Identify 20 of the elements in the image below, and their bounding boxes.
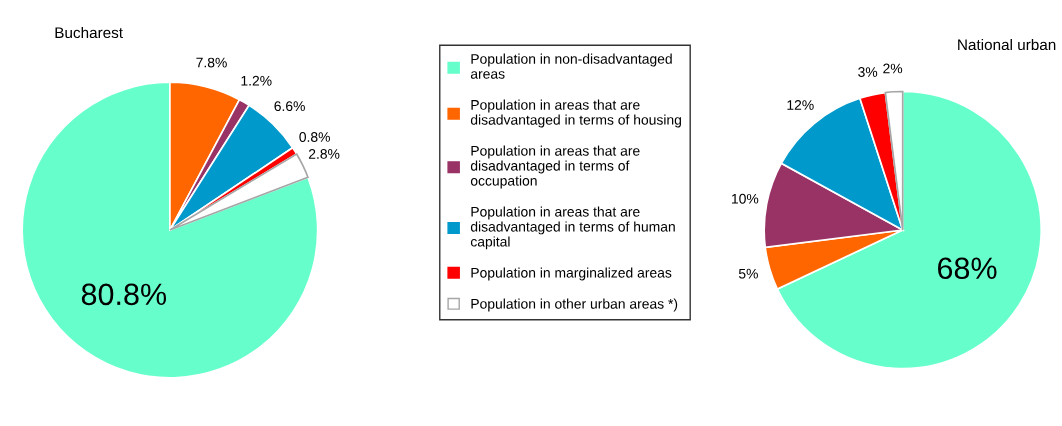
legend-label: Population in other urban areas *) xyxy=(471,298,678,312)
data-label: 10% xyxy=(732,193,759,204)
data-label: 68% xyxy=(938,257,997,280)
legend-label: Population in areas that are disadvantaged in terms of housing xyxy=(470,99,681,128)
chart-title: National urban xyxy=(958,38,1056,51)
data-label: 80.8% xyxy=(81,283,167,306)
data-label: 1.2% xyxy=(241,75,272,86)
legend-label: Population in areas that are disadvantaged in terms of occupation xyxy=(470,145,640,189)
data-label: 7.8% xyxy=(196,57,227,68)
data-label: 12% xyxy=(787,100,814,110)
data-label: 3% xyxy=(858,67,878,77)
chart-title: Bucharest xyxy=(55,26,123,39)
data-label: 6.6% xyxy=(274,101,305,112)
data-label: 2% xyxy=(883,63,903,74)
data-label: 2.8% xyxy=(308,149,340,159)
legend-label: Population in marginalized areas xyxy=(471,267,672,281)
legend-label: Population in areas that are disadvantaged in terms of human capital xyxy=(470,206,675,250)
legend-label: Population in non-disadvantaged areas xyxy=(470,53,672,79)
data-label: 0.8% xyxy=(299,132,330,142)
data-label: 5% xyxy=(738,268,758,279)
